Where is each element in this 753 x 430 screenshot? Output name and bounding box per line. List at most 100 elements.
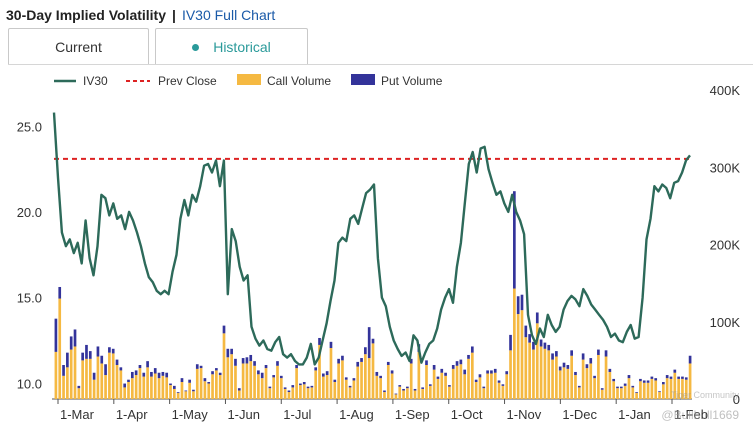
- x-tick-label: 1-Aug: [339, 407, 374, 422]
- call-volume-bar: [169, 385, 172, 399]
- call-volume-bar: [111, 353, 115, 399]
- x-tick-label: 1-Feb: [674, 407, 708, 422]
- legend-iv30: IV30: [83, 74, 108, 88]
- call-volume-bar: [333, 382, 337, 399]
- call-volume-bar: [325, 375, 329, 399]
- call-volume-bar: [62, 375, 65, 399]
- x-tick-label: 1-Nov: [507, 407, 542, 422]
- call-volume-bar: [623, 385, 627, 399]
- call-volume-bar: [520, 310, 524, 399]
- put-volume-bar: [635, 392, 638, 393]
- put-volume-bar: [108, 347, 111, 353]
- y-right-tick-label: 400K: [710, 83, 741, 98]
- put-volume-bar: [455, 361, 459, 366]
- put-volume-bar: [421, 387, 425, 389]
- left-axis: 10.0 15.0 20.0 25.0: [17, 119, 42, 391]
- put-volume-bar: [138, 365, 142, 369]
- call-volume-bar: [321, 376, 325, 399]
- call-volume-bar: [364, 354, 367, 399]
- put-volume-bar: [203, 378, 207, 382]
- call-volume-bar: [528, 342, 531, 399]
- call-volume-bar: [138, 368, 142, 399]
- volume-bars: [54, 191, 692, 399]
- call-volume-bar: [555, 356, 558, 399]
- put-volume-bar: [123, 383, 127, 388]
- put-volume-bar: [444, 372, 447, 376]
- call-volume-bar: [318, 344, 321, 399]
- call-volume-bar: [279, 378, 283, 399]
- tab-historical[interactable]: Historical: [155, 28, 308, 64]
- call-volume-bar: [215, 370, 218, 399]
- call-volume-bar: [432, 369, 436, 399]
- put-volume-bar: [436, 376, 440, 379]
- iv30-full-chart-link[interactable]: IV30 Full Chart: [181, 7, 276, 23]
- tab-current[interactable]: Current: [8, 28, 149, 64]
- put-volume-bar: [402, 388, 405, 391]
- put-volume-bar: [547, 344, 551, 351]
- put-volume-bar: [77, 385, 81, 389]
- call-volume-bar: [54, 351, 58, 399]
- put-volume-bar: [283, 387, 287, 389]
- put-volume-bar: [321, 373, 325, 377]
- put-volume-bar: [642, 380, 646, 383]
- call-volume-bar: [283, 388, 287, 399]
- put-volume-bar: [688, 355, 692, 364]
- call-volume-bar: [451, 368, 455, 399]
- put-volume-bar: [195, 364, 199, 369]
- active-dot-icon: [192, 43, 200, 51]
- call-volume-bar: [299, 385, 302, 399]
- put-volume-bar: [287, 390, 291, 393]
- put-volume-bar: [566, 365, 570, 369]
- put-volume-bar: [310, 385, 314, 388]
- put-volume-bar: [295, 365, 298, 369]
- call-volume-bar: [612, 381, 616, 399]
- call-volume-bar: [570, 355, 573, 399]
- put-volume-bar: [119, 367, 123, 371]
- put-volume-bar: [276, 361, 279, 366]
- put-volume-bar: [299, 383, 302, 386]
- call-volume-bar: [211, 374, 214, 399]
- put-volume-bar: [539, 339, 543, 347]
- put-volume-bar: [249, 354, 253, 362]
- put-volume-bar: [356, 361, 360, 367]
- call-volume-bar: [195, 368, 199, 399]
- put-volume-bar: [291, 385, 295, 388]
- call-volume-bar: [509, 350, 512, 399]
- call-volume-bar: [589, 363, 593, 399]
- put-volume-bar: [379, 375, 382, 379]
- put-volume-bar: [318, 337, 321, 345]
- put-volume-bar: [192, 389, 195, 392]
- call-volume-bar: [524, 337, 528, 399]
- call-volume-bar: [539, 346, 543, 399]
- call-volume-bar: [142, 376, 146, 399]
- call-volume-bar: [356, 366, 360, 399]
- x-tick-label: 1-Dec: [562, 407, 597, 422]
- put-volume-bar: [478, 374, 482, 378]
- call-volume-bar: [593, 378, 596, 399]
- put-volume-bar: [681, 376, 684, 379]
- call-volume-bar: [574, 375, 577, 399]
- tab-historical-label: Historical: [213, 39, 271, 55]
- watermark-brand: Tiger Community: [670, 390, 739, 400]
- y-right-tick-label: 300K: [710, 160, 741, 175]
- call-volume-bar: [627, 378, 631, 399]
- put-volume-bar: [501, 384, 505, 386]
- call-volume-bar: [264, 368, 268, 399]
- put-volume-bar: [218, 372, 222, 376]
- call-volume-bar: [440, 372, 444, 399]
- put-volume-bar: [230, 348, 233, 355]
- x-tick-label: 1-May: [172, 407, 209, 422]
- call-volume-bar: [513, 288, 516, 399]
- legend-put-volume-swatch: [351, 74, 375, 85]
- right-axis: 0 100K 200K 300K 400K: [710, 83, 741, 407]
- call-volume-bar: [459, 364, 463, 399]
- call-volume-bar: [386, 365, 390, 399]
- call-volume-bar: [352, 380, 356, 399]
- put-volume-bar: [623, 383, 627, 386]
- put-volume-bar: [81, 352, 84, 361]
- legend-prev-close: Prev Close: [158, 74, 217, 88]
- put-volume-bar: [58, 286, 62, 299]
- put-volume-bar: [85, 344, 88, 359]
- put-volume-bar: [371, 338, 375, 344]
- put-volume-bar: [88, 351, 92, 359]
